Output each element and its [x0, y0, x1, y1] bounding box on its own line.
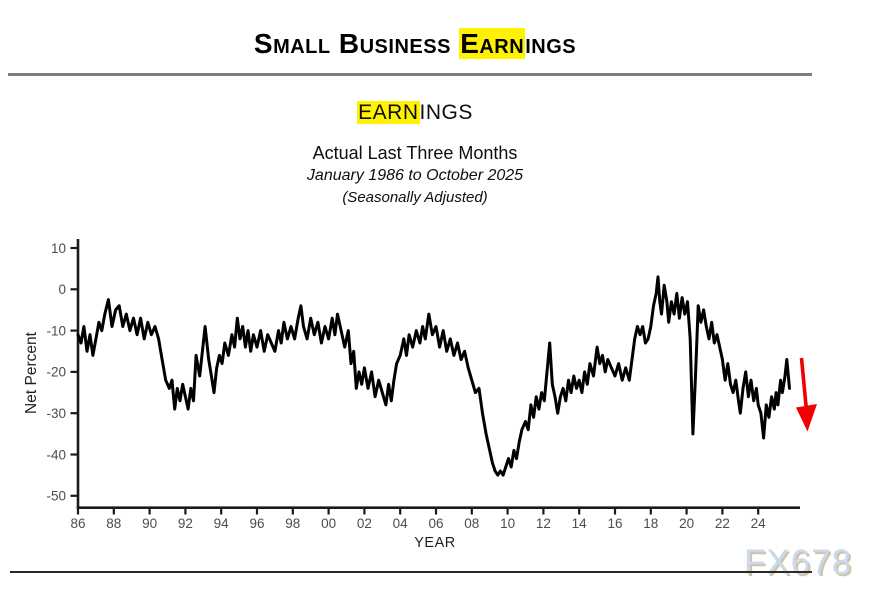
- y-tick-label: 0: [58, 282, 66, 297]
- bottom-divider: [10, 571, 812, 573]
- down-arrow-shaft: [799, 357, 809, 412]
- y-tick-label: -20: [46, 365, 66, 380]
- chart-subtitle: Actual Last Three Months: [312, 143, 518, 163]
- x-tick-label: 88: [106, 516, 121, 531]
- x-tick-label: 24: [751, 516, 767, 531]
- chart-title-highlight: EARN: [357, 101, 420, 124]
- chart-note: (Seasonally Adjusted): [342, 189, 488, 206]
- y-tick-label: -30: [46, 406, 66, 421]
- x-axis-title: YEAR: [414, 535, 456, 551]
- x-tick-label: 92: [178, 516, 193, 531]
- x-tick-label: 86: [70, 516, 85, 531]
- chart-title: EARNINGS: [0, 101, 830, 125]
- x-tick-label: 98: [285, 516, 300, 531]
- page-title-prefix: Small Business: [253, 28, 460, 59]
- x-tick-label: 06: [428, 516, 443, 531]
- x-tick-label: 16: [607, 516, 622, 531]
- x-tick-label: 14: [572, 516, 588, 531]
- x-tick-label: 18: [643, 516, 658, 531]
- x-tick-label: 10: [500, 516, 515, 531]
- y-tick-label: -40: [46, 447, 66, 462]
- page-title-suffix: ings: [525, 28, 577, 59]
- x-tick-label: 00: [321, 516, 336, 531]
- chart-period: January 1986 to October 2025: [306, 167, 524, 184]
- x-tick-label: 96: [249, 516, 264, 531]
- y-tick-label: -10: [46, 323, 66, 338]
- y-tick-label: -50: [46, 489, 66, 504]
- x-tick-label: 90: [142, 516, 157, 531]
- page-title: Small Business Earnings: [0, 28, 830, 60]
- x-tick-label: 02: [357, 516, 372, 531]
- watermark: FX678: [744, 543, 853, 582]
- x-tick-label: 08: [464, 516, 479, 531]
- x-tick-label: 20: [679, 516, 694, 531]
- title-divider: [8, 73, 812, 76]
- earnings-line: [76, 275, 791, 477]
- x-tick-label: 12: [536, 516, 551, 531]
- y-tick-label: 10: [51, 241, 66, 256]
- page-title-highlight: Earn: [459, 28, 526, 59]
- x-tick-label: 94: [214, 516, 230, 531]
- x-tick-label: 22: [715, 516, 730, 531]
- chart-title-suffix: INGS: [419, 101, 473, 124]
- x-tick-label: 04: [393, 516, 409, 531]
- down-arrow-head: [796, 404, 817, 432]
